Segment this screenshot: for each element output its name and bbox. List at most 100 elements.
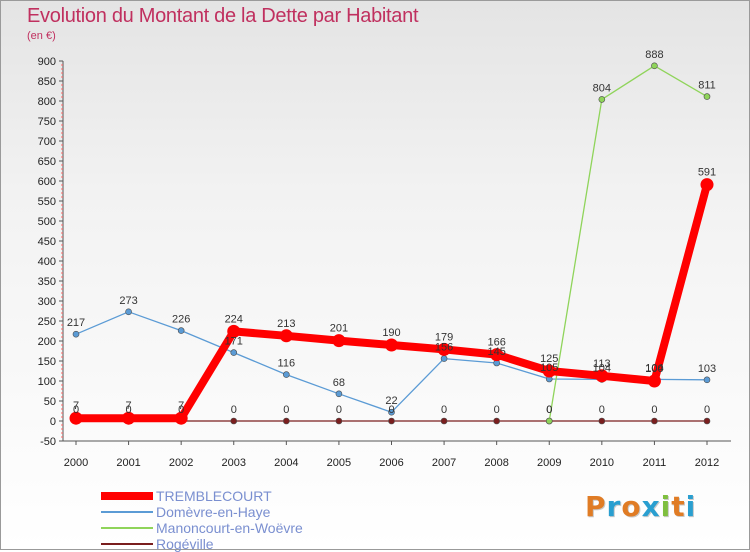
data-point-rog-ville xyxy=(493,417,500,425)
y-tick-label: 800 xyxy=(38,96,56,108)
x-tick-label: 2012 xyxy=(695,457,719,469)
data-label-rog-ville: 0 xyxy=(546,404,552,416)
data-point-dom-vre-en-haye xyxy=(177,327,185,334)
data-label-tremblecourt: 201 xyxy=(330,323,348,335)
data-point-rog-ville xyxy=(703,417,711,425)
data-label-rog-ville: 0 xyxy=(336,404,342,416)
data-point-manoncourt-en-wo-vre xyxy=(545,417,553,425)
x-tick-label: 2004 xyxy=(274,457,298,469)
y-tick-label: 350 xyxy=(38,276,56,288)
line-chart: -50 0 50 100 150 200 250 300 350 400 450 500 550 600 6… xyxy=(38,49,731,469)
data-label-rog-ville: 0 xyxy=(231,404,237,416)
x-tick-label: 2009 xyxy=(537,457,561,469)
data-point-dom-vre-en-haye xyxy=(440,355,448,362)
data-point-rog-ville xyxy=(230,417,238,425)
x-tick-label: 2000 xyxy=(64,457,88,469)
data-label-tremblecourt: 213 xyxy=(277,318,295,330)
data-point-dom-vre-en-haye xyxy=(703,376,711,384)
data-point-tremblecourt xyxy=(647,374,661,388)
unit-label: (en €) xyxy=(27,30,56,42)
data-point-dom-vre-en-haye xyxy=(125,308,132,316)
axes: -50 0 50 100 150 200 250 300 350 400 450 500 550 600 6… xyxy=(38,56,731,469)
series-line-tremblecourt xyxy=(76,183,711,423)
legend-swatch xyxy=(101,511,153,513)
data-point-tremblecourt xyxy=(332,334,346,348)
y-tick-label: 50 xyxy=(44,396,56,408)
y-tick-label: 900 xyxy=(38,56,56,68)
data-label-tremblecourt: 100 xyxy=(645,363,663,375)
data-label-tremblecourt: 224 xyxy=(225,313,243,325)
data-label-manoncourt-en-wo-vre: 804 xyxy=(593,82,611,94)
data-point-dom-vre-en-haye xyxy=(72,330,80,338)
y-tick-label: 550 xyxy=(38,196,56,208)
data-label-rog-ville: 0 xyxy=(441,404,447,416)
data-point-dom-vre-en-haye xyxy=(388,408,395,416)
data-point-tremblecourt xyxy=(437,342,451,356)
data-point-rog-ville xyxy=(283,417,290,425)
legend-label: Manoncourt-en-Woëvre xyxy=(156,520,303,536)
data-label-dom-vre-en-haye: 22 xyxy=(385,395,397,407)
x-tick-label: 2003 xyxy=(222,457,246,469)
y-tick-label: 700 xyxy=(38,136,56,148)
data-point-dom-vre-en-haye xyxy=(230,349,238,356)
legend-label: Domèvre-en-Haye xyxy=(156,504,271,520)
data-point-tremblecourt xyxy=(174,411,188,425)
data-point-tremblecourt xyxy=(542,364,556,378)
y-tick-label: -50 xyxy=(40,436,56,448)
data-label-rog-ville: 0 xyxy=(178,404,184,416)
data-point-tremblecourt xyxy=(700,178,714,192)
y-tick-label: 100 xyxy=(38,376,56,388)
data-label-tremblecourt: 7 xyxy=(73,400,79,412)
x-tick-label: 2001 xyxy=(116,457,140,469)
x-tick-label: 2010 xyxy=(590,457,614,469)
data-label-tremblecourt: 190 xyxy=(382,327,400,339)
data-label-rog-ville: 0 xyxy=(651,404,657,416)
data-label-dom-vre-en-haye: 68 xyxy=(333,377,345,389)
data-point-rog-ville xyxy=(598,417,606,425)
data-label-dom-vre-en-haye: 145 xyxy=(487,346,505,358)
data-label-tremblecourt: 179 xyxy=(435,331,453,343)
chart-title: Evolution du Montant de la Dette par Hab… xyxy=(27,5,419,27)
data-label-tremblecourt: 166 xyxy=(487,337,505,349)
y-tick-label: 400 xyxy=(38,256,56,268)
data-label-tremblecourt: 7 xyxy=(178,400,184,412)
data-point-tremblecourt xyxy=(69,411,83,425)
logo-letter: t xyxy=(671,490,686,523)
y-tick-label: 600 xyxy=(38,176,56,188)
data-label-tremblecourt: 113 xyxy=(593,358,611,370)
data-label-rog-ville: 0 xyxy=(494,404,500,416)
data-label-rog-ville: 0 xyxy=(704,404,710,416)
data-label-tremblecourt: 7 xyxy=(126,400,132,412)
y-tick-label: 0 xyxy=(50,416,56,428)
data-label-tremblecourt: 591 xyxy=(698,167,716,179)
series-line-manoncourt-en-wo-vre xyxy=(548,65,708,422)
legend-swatch xyxy=(101,527,153,529)
data-label-dom-vre-en-haye: 171 xyxy=(225,336,243,348)
x-tick-label: 2008 xyxy=(484,457,508,469)
y-tick-label: 650 xyxy=(38,156,56,168)
data-point-manoncourt-en-wo-vre xyxy=(651,62,658,70)
x-tick-label: 2005 xyxy=(327,457,351,469)
data-label-manoncourt-en-wo-vre: 811 xyxy=(698,80,716,92)
logo-letter: P xyxy=(585,490,607,523)
data-point-dom-vre-en-haye xyxy=(335,390,343,398)
data-label-rog-ville: 0 xyxy=(599,404,605,416)
logo-letter: o xyxy=(621,490,642,523)
data-point-rog-ville xyxy=(651,417,658,425)
legend-label: TREMBLECOURT xyxy=(156,488,272,504)
data-point-tremblecourt xyxy=(122,411,136,425)
y-tick-label: 450 xyxy=(38,236,56,248)
y-tick-label: 150 xyxy=(38,356,56,368)
data-label-manoncourt-en-wo-vre: 888 xyxy=(645,49,663,61)
data-point-rog-ville xyxy=(388,417,395,425)
data-point-tremblecourt xyxy=(490,348,504,362)
logo-letter: x xyxy=(641,490,661,523)
x-tick-label: 2011 xyxy=(643,457,667,469)
data-label-tremblecourt: 125 xyxy=(540,353,558,365)
proxiti-logo: Proxiti xyxy=(585,490,696,523)
x-tick-label: 2006 xyxy=(379,457,403,469)
data-point-tremblecourt xyxy=(279,329,293,343)
logo-letter: i xyxy=(685,490,697,523)
data-point-manoncourt-en-wo-vre xyxy=(703,93,711,100)
